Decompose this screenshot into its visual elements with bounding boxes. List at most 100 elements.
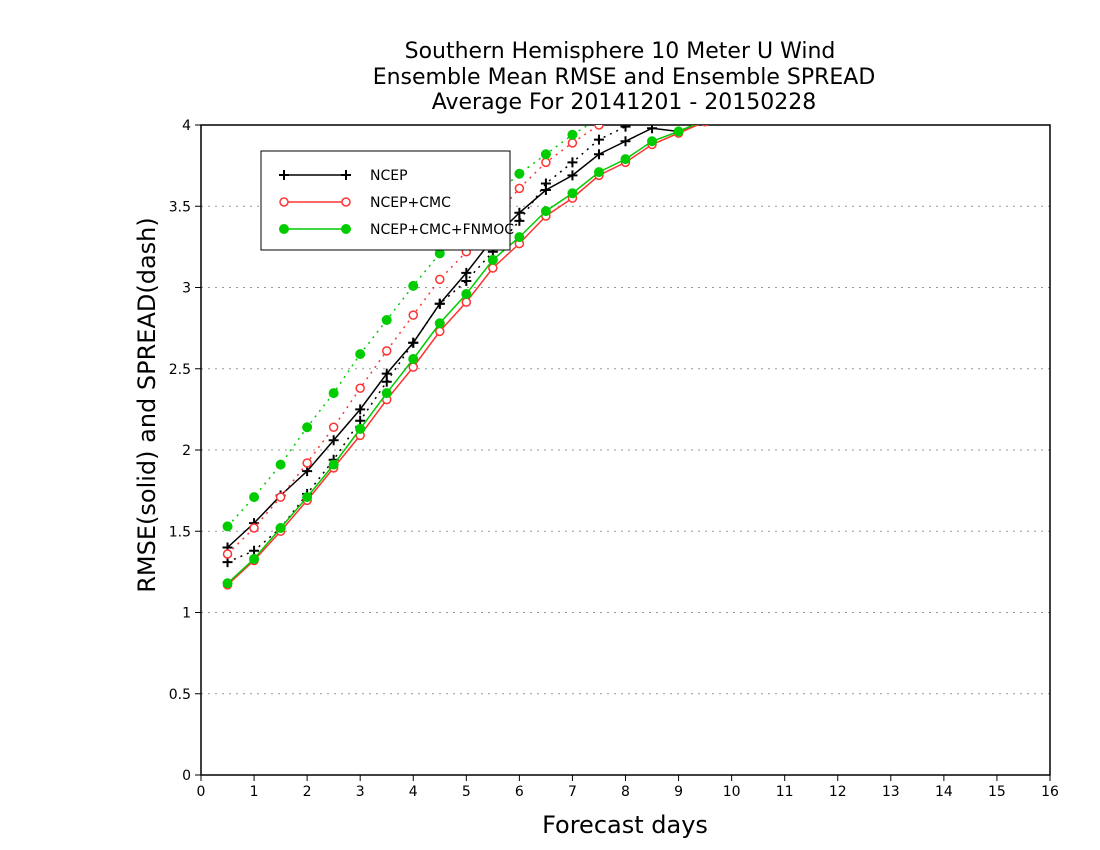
y-tick-label: 3.5	[169, 199, 191, 215]
chart-title: Southern Hemisphere 10 Meter U Wind Ense…	[373, 39, 876, 115]
spread-point	[328, 388, 339, 399]
x-tick-label: 16	[1041, 784, 1059, 800]
rmse-point	[461, 267, 472, 278]
spread-point	[381, 346, 392, 356]
spread-point	[567, 138, 578, 148]
legend-label: NCEP+CMC+FNMOC	[370, 222, 514, 238]
spread-point	[302, 458, 312, 468]
legend-label: NCEP	[370, 168, 408, 184]
legend: NCEP NCEP+CMC NCEP+CMC+FNMOC	[260, 150, 514, 251]
rmse-point	[408, 337, 419, 348]
rmse-point	[514, 207, 525, 218]
rmse-point	[355, 423, 366, 434]
rmse-point	[703, 125, 707, 126]
spread-point	[541, 157, 551, 168]
x-tick-label: 1	[250, 784, 259, 800]
series-ncep-cmc	[222, 125, 709, 590]
x-axis-label: Forecast days	[542, 811, 708, 839]
rmse-point	[381, 368, 392, 379]
spread-point	[355, 349, 366, 360]
spread-point	[249, 492, 260, 503]
x-tick-label: 7	[568, 784, 577, 800]
y-tick-label: 0	[182, 768, 191, 784]
spread-point	[408, 280, 419, 291]
rmse-point	[593, 149, 604, 160]
rmse-point	[275, 523, 286, 533]
rmse-point	[222, 578, 233, 589]
x-tick-label: 2	[303, 784, 312, 800]
rmse-point	[461, 297, 472, 307]
y-tick-label: 1.5	[169, 524, 191, 540]
x-tick-label: 9	[674, 784, 683, 800]
spread-point	[381, 315, 392, 325]
rmse-point	[701, 125, 709, 127]
rmse-point	[302, 492, 313, 503]
rmse-point	[540, 206, 551, 217]
chart-title-line-2: Ensemble Mean RMSE and Ensemble SPREAD	[373, 65, 876, 90]
rmse-point	[435, 326, 445, 337]
rmse-point	[540, 185, 551, 195]
gridlines	[201, 205, 1050, 695]
rmse-point	[567, 170, 578, 181]
x-tick-label: 5	[462, 784, 471, 800]
y-axis: 0 0.5 1 1.5 2 2.5 3 3.5 4	[169, 118, 201, 784]
spread-point	[275, 492, 286, 502]
y-tick-label: 0.5	[169, 687, 191, 703]
legend-item: NCEP+CMC+FNMOC	[279, 222, 514, 238]
x-tick-label: 13	[882, 784, 900, 800]
x-tick-label: 10	[723, 784, 741, 800]
legend-marker	[341, 170, 351, 180]
rmse-point	[593, 167, 604, 178]
rmse-point	[704, 125, 707, 126]
series-group	[222, 125, 709, 590]
rmse-point	[355, 404, 366, 415]
x-tick-label: 11	[776, 784, 794, 800]
rmse-point	[328, 435, 339, 446]
legend-marker	[341, 224, 351, 234]
rmse-point	[328, 459, 339, 470]
rmse-point	[488, 263, 498, 273]
spread-point	[567, 157, 578, 168]
legend-box	[260, 150, 511, 251]
spread-point	[302, 422, 313, 433]
spread-point	[222, 549, 233, 559]
rmse-point	[647, 125, 658, 134]
x-tick-label: 15	[988, 784, 1006, 800]
legend-marker	[279, 224, 289, 234]
rmse-point	[434, 318, 445, 329]
rmse-point	[620, 154, 631, 165]
spread-point	[328, 422, 339, 432]
spread-point	[594, 125, 604, 130]
x-tick-label: 14	[935, 784, 953, 800]
spread-point	[593, 134, 604, 145]
rmse-point	[408, 354, 419, 364]
x-axis: 0 1 2 3 4 5 6 7 8 9 10 11 12 13 14 15 16	[197, 775, 1059, 800]
y-tick-label: 2.5	[169, 362, 191, 378]
y-tick-label: 2	[182, 443, 191, 459]
rmse-point	[487, 254, 498, 265]
rmse-point	[647, 136, 658, 147]
rmse-point	[302, 466, 313, 477]
legend-marker	[279, 197, 289, 207]
legend-marker	[341, 197, 351, 207]
legend-label: NCEP+CMC	[370, 195, 451, 211]
x-tick-label: 12	[829, 784, 847, 800]
x-tick-label: 0	[197, 784, 206, 800]
rmse-line	[227, 125, 696, 549]
rmse-point	[249, 553, 260, 564]
rmse-point	[567, 188, 578, 199]
spread-point	[249, 523, 259, 533]
y-tick-label: 1	[182, 606, 191, 622]
spread-point	[514, 183, 525, 194]
x-tick-label: 3	[356, 784, 365, 800]
spread-point	[435, 274, 445, 285]
rmse-point	[514, 232, 525, 243]
y-tick-label: 4	[182, 118, 191, 134]
rmse-point	[673, 126, 684, 137]
x-tick-label: 8	[621, 784, 630, 800]
rmse-point	[461, 289, 472, 299]
spread-point	[408, 310, 418, 320]
series-ncep-cmc-fnmoc	[222, 125, 707, 589]
legend-item: NCEP	[279, 168, 408, 184]
rmse-point	[620, 136, 631, 147]
